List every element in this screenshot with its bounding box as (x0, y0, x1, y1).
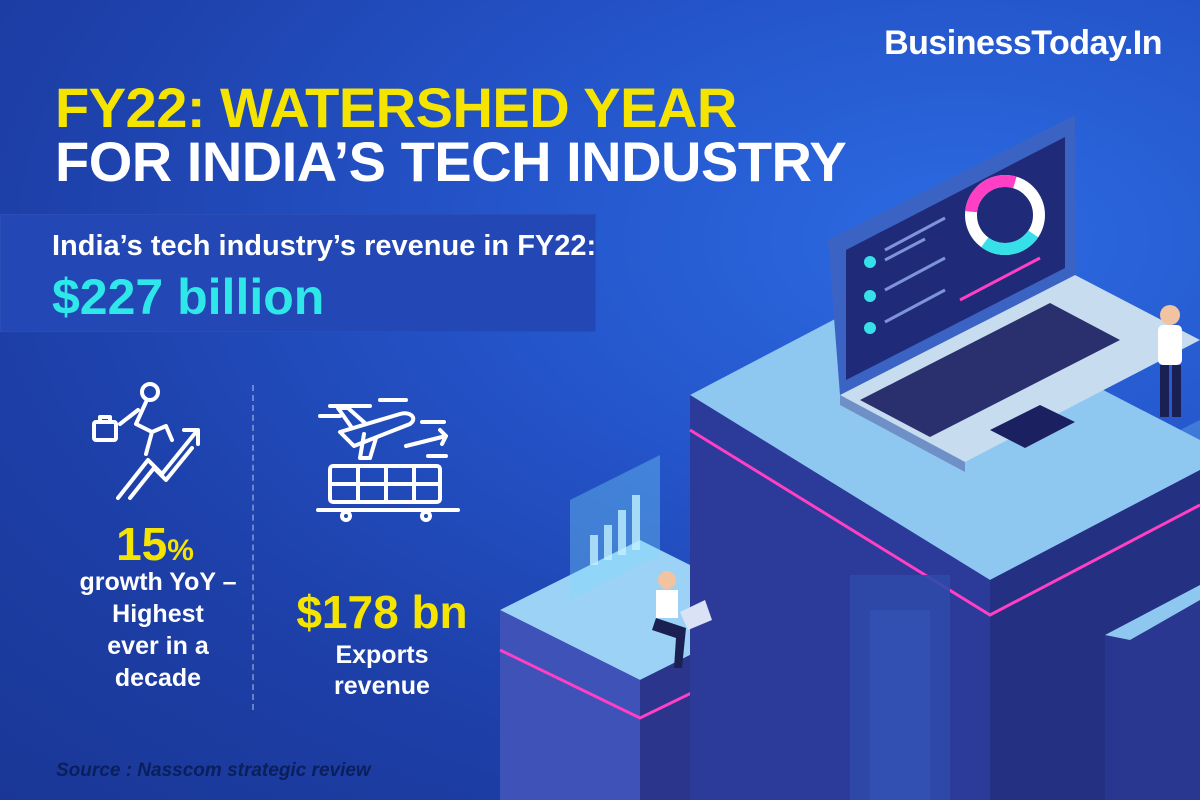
exports-line: Exports (335, 641, 429, 669)
person-standing-icon (1158, 305, 1182, 417)
growth-line: growth YoY – (79, 568, 237, 596)
growth-line: Highest (112, 600, 204, 628)
growth-number: 15 (116, 518, 168, 570)
section-divider (252, 385, 254, 710)
airplane-cargo-icon (316, 398, 460, 522)
headline-line-1: FY22: WATERSHED YEAR (55, 76, 737, 139)
source-note: Source : Nasscom strategic review (56, 760, 371, 781)
brand-logo: BusinessToday.In (884, 24, 1162, 62)
right-building-icon (1105, 585, 1200, 800)
exports-value: $178 bn (296, 586, 468, 638)
revenue-panel: India’s tech industry’s revenue in FY22:… (0, 214, 596, 332)
growth-line: decade (114, 664, 202, 692)
growth-line: ever in a (107, 632, 209, 660)
person-sitting-icon (652, 571, 712, 668)
businessman-climbing-arrow-icon (92, 382, 200, 500)
laptop-icon (828, 115, 1200, 472)
floating-chart-panel-icon (570, 455, 660, 600)
growth-description: growth YoY – Highest ever in a decade (40, 566, 276, 694)
headline-line-2: FOR INDIA’S TECH INDUSTRY (55, 130, 847, 193)
exports-description: Exports revenue (262, 640, 502, 702)
growth-figure: 15% (90, 517, 220, 571)
exports-line: revenue (334, 672, 430, 700)
growth-unit: % (167, 534, 194, 567)
revenue-label: India’s tech industry’s revenue in FY22: (52, 230, 597, 262)
large-building-icon (689, 285, 1200, 800)
revenue-value: $227 billion (52, 269, 325, 325)
